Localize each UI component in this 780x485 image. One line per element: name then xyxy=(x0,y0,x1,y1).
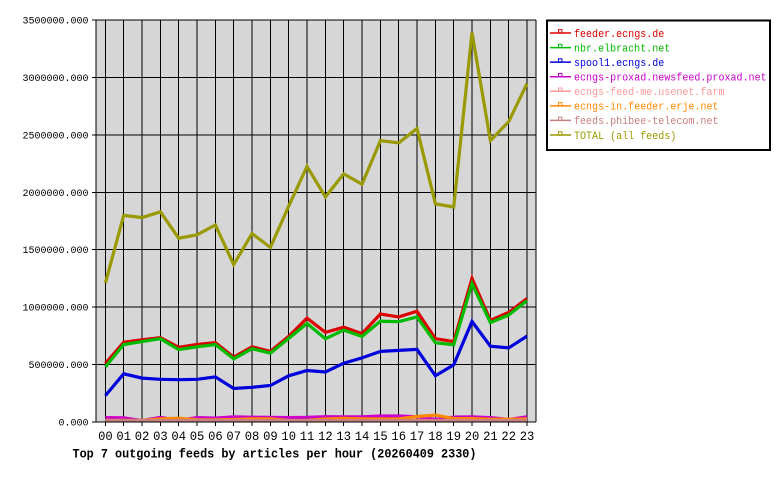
svg-text:04: 04 xyxy=(171,429,186,444)
svg-text:23: 23 xyxy=(520,429,535,444)
svg-text:01: 01 xyxy=(116,429,131,444)
svg-text:22: 22 xyxy=(501,429,516,444)
svg-text:14: 14 xyxy=(355,429,370,444)
svg-text:13: 13 xyxy=(336,429,351,444)
svg-text:21: 21 xyxy=(483,429,498,444)
svg-text:nbr.elbracht.net: nbr.elbracht.net xyxy=(574,43,670,55)
svg-text:16: 16 xyxy=(391,429,406,444)
svg-text:3000000.000: 3000000.000 xyxy=(22,74,88,85)
svg-text:20: 20 xyxy=(465,429,480,444)
svg-text:09: 09 xyxy=(263,429,278,444)
svg-text:12: 12 xyxy=(318,429,333,444)
svg-text:feeds.phibee-telecom.net: feeds.phibee-telecom.net xyxy=(574,116,719,128)
svg-text:3500000.000: 3500000.000 xyxy=(22,17,88,28)
svg-text:19: 19 xyxy=(446,429,461,444)
svg-text:1500000.000: 1500000.000 xyxy=(22,246,88,257)
svg-text:ecngs-in.feeder.erje.net: ecngs-in.feeder.erje.net xyxy=(574,102,719,114)
svg-text:18: 18 xyxy=(428,429,443,444)
svg-text:06: 06 xyxy=(208,429,223,444)
svg-text:spool1.ecngs.de: spool1.ecngs.de xyxy=(574,58,664,70)
svg-text:07: 07 xyxy=(226,429,241,444)
svg-text:0.000: 0.000 xyxy=(58,419,88,430)
svg-text:feeder.ecngs.de: feeder.ecngs.de xyxy=(574,29,664,41)
svg-text:ecngs-feed-me.usenet.farm: ecngs-feed-me.usenet.farm xyxy=(574,87,725,99)
svg-text:17: 17 xyxy=(410,429,425,444)
svg-text:2500000.000: 2500000.000 xyxy=(22,131,88,142)
svg-text:ecngs-proxad.newsfeed.proxad.n: ecngs-proxad.newsfeed.proxad.net xyxy=(574,73,767,85)
svg-text:00: 00 xyxy=(98,429,113,444)
svg-text:2000000.000: 2000000.000 xyxy=(22,189,88,200)
svg-text:TOTAL (all feeds): TOTAL (all feeds) xyxy=(574,131,676,143)
svg-text:05: 05 xyxy=(190,429,205,444)
svg-text:11: 11 xyxy=(300,429,315,444)
svg-text:1000000.000: 1000000.000 xyxy=(22,304,88,315)
svg-text:500000.000: 500000.000 xyxy=(28,361,88,372)
svg-text:08: 08 xyxy=(245,429,260,444)
svg-text:03: 03 xyxy=(153,429,168,444)
svg-text:Top 7 outgoing feeds by articl: Top 7 outgoing feeds by articles per hou… xyxy=(73,447,477,462)
svg-text:15: 15 xyxy=(373,429,388,444)
svg-text:02: 02 xyxy=(135,429,150,444)
svg-text:10: 10 xyxy=(281,429,296,444)
